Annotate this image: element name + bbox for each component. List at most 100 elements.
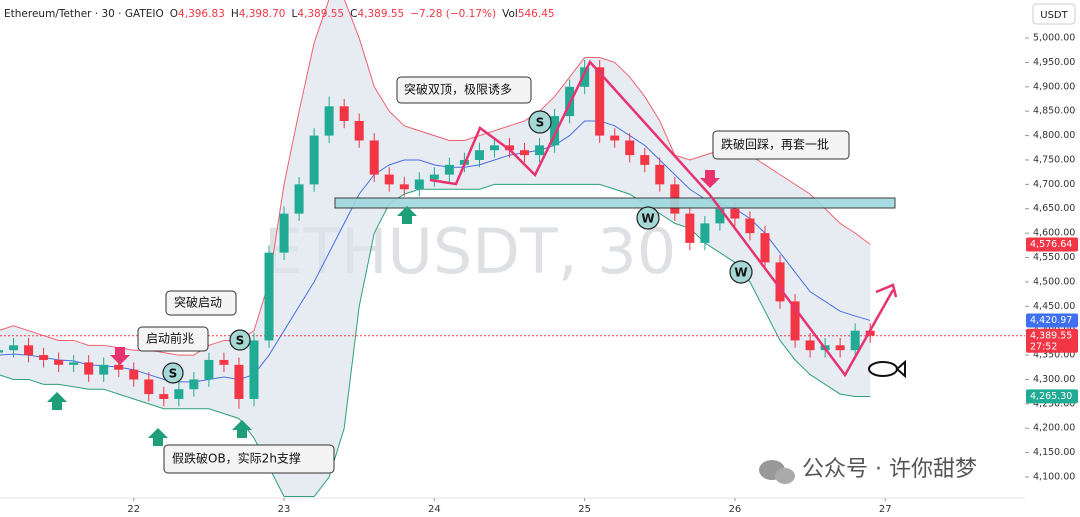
band-line xyxy=(0,183,871,498)
axis-bg xyxy=(1025,28,1080,498)
header-field: Ethereum/Tether · 30 · GATEIO xyxy=(4,8,164,20)
y-tick-label: 4,850.00 xyxy=(1033,106,1075,117)
candle-body xyxy=(685,213,695,243)
callout-text: 突破双顶，极限诱多 xyxy=(404,82,512,97)
candle-body xyxy=(595,67,605,136)
candle-body xyxy=(24,345,34,356)
callout: 启动前兆 xyxy=(137,326,209,352)
candle-body xyxy=(189,379,199,390)
marker-label: S xyxy=(536,116,545,130)
candle-body xyxy=(700,223,710,243)
price-tag-label: 4,265.30 xyxy=(1030,391,1072,402)
candle-body xyxy=(865,330,875,336)
header-field: C xyxy=(350,8,357,20)
callout: 突破启动 xyxy=(165,290,237,316)
y-tick-label: 4,450.00 xyxy=(1033,301,1075,312)
candle-body xyxy=(640,155,650,165)
marker-label: S xyxy=(169,367,178,381)
band-fill xyxy=(0,0,871,497)
marker-label: S xyxy=(236,334,245,348)
y-tick-label: 4,750.00 xyxy=(1033,154,1075,165)
price-tag-label: 4,389.55 xyxy=(1030,330,1072,341)
candle-body xyxy=(369,140,379,175)
candle-body xyxy=(520,150,530,156)
arrows xyxy=(47,170,720,446)
price-tag-label: 4,576.64 xyxy=(1030,239,1072,250)
down-arrow xyxy=(700,170,720,188)
header-field: 4,389.55 xyxy=(297,8,344,20)
candle-body xyxy=(99,364,109,375)
header-field: 546.45 xyxy=(518,8,555,20)
y-tick-label: 4,100.00 xyxy=(1033,472,1075,483)
up-arrow xyxy=(232,420,252,438)
marker-label: W xyxy=(734,266,747,280)
callout: 突破双顶，极限诱多 xyxy=(396,76,532,104)
candle-body xyxy=(715,208,725,224)
candle-body xyxy=(444,164,454,175)
candle-body xyxy=(775,262,785,302)
candle-body xyxy=(69,362,79,365)
candle-body xyxy=(384,174,394,185)
candle-body xyxy=(850,330,860,351)
y-tick-label: 4,250.00 xyxy=(1033,398,1075,409)
candle-body xyxy=(159,394,169,399)
y-tick-label: 4,900.00 xyxy=(1033,81,1075,92)
y-tick-label: 4,550.00 xyxy=(1033,252,1075,263)
candle-body xyxy=(760,233,770,263)
up-arrow xyxy=(397,206,417,224)
x-tick-label: 26 xyxy=(729,504,742,515)
header-field: 4,396.83 xyxy=(178,8,225,20)
down-arrow xyxy=(110,347,130,365)
candle-body xyxy=(550,116,560,146)
candle-body xyxy=(249,340,259,399)
candle-body xyxy=(234,364,244,399)
y-tick-label: 4,650.00 xyxy=(1033,203,1075,214)
header-field: 4,389.55 xyxy=(357,8,404,20)
candle-body xyxy=(399,184,409,190)
support-zone xyxy=(334,197,896,209)
candle-body xyxy=(835,345,845,351)
price-tag xyxy=(1026,389,1078,404)
candle-body xyxy=(84,362,94,375)
pattern-line xyxy=(429,59,895,378)
header-field: Vol xyxy=(502,8,518,20)
candle-body xyxy=(294,184,304,214)
y-tick-label: 4,600.00 xyxy=(1033,228,1075,239)
up-arrow xyxy=(47,392,67,410)
marker: S xyxy=(162,362,184,384)
fish-icon xyxy=(868,359,906,379)
candle-body xyxy=(54,359,64,365)
x-tick-label: 25 xyxy=(578,504,591,515)
x-tick-label: 27 xyxy=(879,504,892,515)
y-tick-label: 4,350.00 xyxy=(1033,350,1075,361)
header-field: H xyxy=(231,8,239,20)
candle-body xyxy=(0,350,4,353)
callout: 假跌破OB，实际2h支撑 xyxy=(163,444,335,474)
header-field: L xyxy=(291,8,297,20)
callout-text: 突破启动 xyxy=(174,295,222,310)
candle-body xyxy=(429,174,439,180)
currency-box xyxy=(1032,3,1076,25)
candle-body xyxy=(264,252,274,341)
candle-body xyxy=(219,359,229,365)
up-arrow xyxy=(148,428,168,446)
candle-body xyxy=(324,106,334,136)
price-tag xyxy=(1026,328,1078,353)
y-tick-label: 4,200.00 xyxy=(1033,423,1075,434)
header-field: 4,398.70 xyxy=(239,8,286,20)
candle-body xyxy=(655,164,665,185)
wechat-badge: 公众号 · 许你甜梦 xyxy=(759,457,977,484)
header-field: O xyxy=(170,8,178,20)
header-field: −7.28 (−0.17%) xyxy=(410,8,496,20)
candle-body xyxy=(279,213,289,253)
candle-body xyxy=(354,120,364,141)
marker: W xyxy=(636,206,660,230)
candle-body xyxy=(129,369,139,380)
candle-body xyxy=(309,135,319,185)
callout: 跌破回踩，再套一批 xyxy=(712,130,850,160)
y-tick-label: 4,150.00 xyxy=(1033,447,1075,458)
price-tag xyxy=(1026,313,1078,328)
candle-body xyxy=(174,389,184,399)
